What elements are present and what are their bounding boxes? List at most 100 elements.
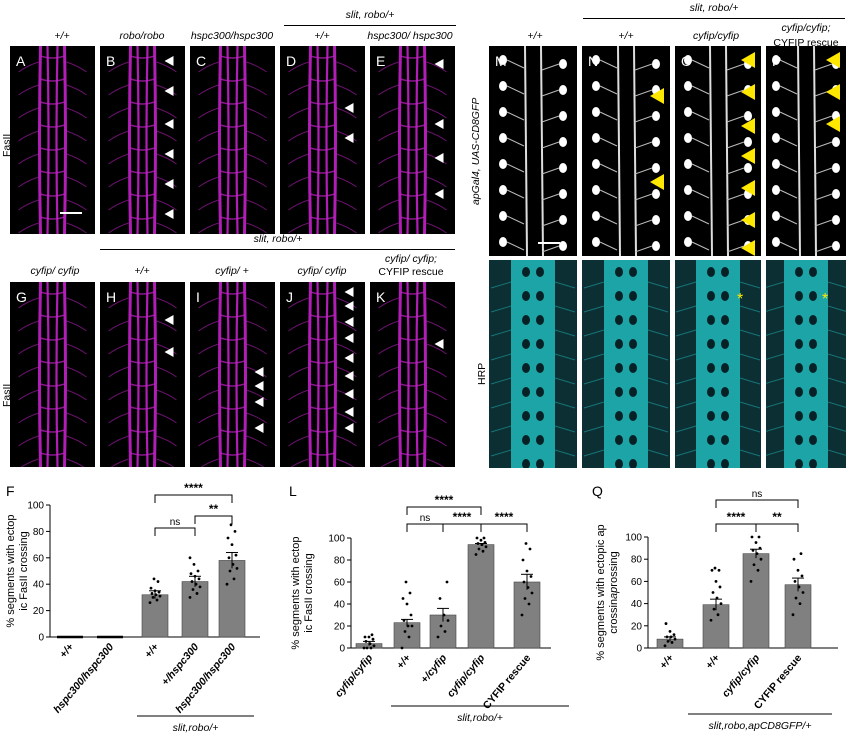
nerve-root: [288, 153, 309, 165]
panel-b: B: [100, 46, 185, 234]
significance-bracket: [154, 494, 233, 503]
arrowhead-marker: [164, 179, 174, 189]
data-point: [410, 624, 414, 628]
commissure: [400, 406, 425, 410]
commissure: [310, 383, 335, 387]
ap-projection: [726, 245, 745, 253]
ap-cell-body: [772, 55, 780, 65]
arrowhead-marker: [434, 59, 444, 69]
nerve-root: [246, 297, 267, 309]
nerve-root: [198, 222, 219, 234]
significance-bracket: [755, 523, 799, 532]
ap-cell-body: [772, 133, 780, 143]
data-point: [755, 552, 759, 556]
hrp-hole: [809, 291, 817, 301]
axon-tract: [415, 46, 419, 234]
ap-projection: [506, 137, 525, 147]
significance-bracket: [154, 527, 196, 536]
hrp-nerve: [827, 377, 846, 384]
bracket-mid-left: [100, 249, 455, 250]
hrp-nerve: [647, 401, 669, 409]
nerve-root: [18, 61, 39, 73]
data-point: [666, 639, 670, 643]
nerve-root: [336, 84, 357, 96]
nerve-root: [288, 389, 309, 401]
ap-cell-body: [684, 81, 692, 91]
data-point: [793, 580, 797, 583]
data-point: [401, 597, 405, 600]
data-point: [717, 568, 721, 572]
ap-cell-body: [559, 189, 567, 199]
ap-cell-body: [772, 211, 780, 221]
hrp-nerve: [647, 377, 669, 385]
commissure: [310, 55, 335, 59]
arrowhead-marker: [164, 149, 174, 159]
ap-projection: [634, 193, 653, 201]
ap-cell-body: [499, 159, 507, 169]
ap-projection: [726, 115, 745, 123]
data-point: [232, 577, 236, 581]
data-point: [436, 635, 440, 639]
ap-projection: [726, 193, 745, 201]
ap-cell-body: [592, 159, 600, 169]
y-tick-label: 40: [631, 599, 643, 610]
nerve-root: [336, 153, 357, 165]
significance-label: ns: [170, 517, 181, 528]
axon-tract: [153, 46, 157, 234]
axon-tract: [325, 46, 329, 234]
nerve-root: [18, 435, 39, 447]
data-point: [405, 602, 409, 606]
axon-tract: [316, 282, 320, 467]
ap-axon: [524, 46, 528, 256]
ap-projection: [726, 141, 745, 149]
commissure: [220, 337, 245, 341]
hrp-nerve: [583, 449, 605, 457]
nerve-root: [18, 320, 39, 332]
ap-cell-body: [652, 241, 660, 251]
arrowhead-marker: [826, 116, 840, 132]
ap-cell-body: [832, 189, 840, 199]
ap-projection: [779, 59, 798, 69]
hrp-nerve: [583, 425, 605, 433]
nerve-root: [246, 84, 267, 96]
hrp-nerve: [647, 425, 669, 433]
ap-cell-body: [559, 241, 567, 251]
panel-m-hrp: [489, 260, 577, 468]
data-point: [439, 624, 443, 628]
nerve-root: [336, 199, 357, 211]
nerve-root: [66, 84, 87, 96]
nerve-root: [288, 412, 309, 424]
hrp-hole: [721, 291, 729, 301]
ap-projection: [599, 59, 618, 69]
nerve-root: [108, 107, 129, 119]
nerve-root: [288, 222, 309, 234]
commissure: [40, 101, 65, 105]
arrowhead-marker: [344, 353, 354, 363]
y-tick-label: 80: [33, 527, 45, 538]
nerve-root: [426, 84, 447, 96]
nerve-root: [288, 435, 309, 447]
data-point: [194, 582, 198, 586]
data-point: [475, 536, 479, 540]
figure-letter: F: [6, 483, 15, 499]
scale-bar: [538, 242, 560, 244]
ap-cell-body: [684, 159, 692, 169]
nerve-root: [246, 412, 267, 424]
ap-cell-body: [499, 55, 507, 65]
nerve-root: [108, 297, 129, 309]
axon-tract: [38, 46, 42, 234]
hrp-nerve: [583, 377, 605, 385]
hrp-hole: [615, 363, 623, 373]
hrp-hole: [615, 315, 623, 325]
ap-cell-body: [499, 81, 507, 91]
arrowhead-marker: [826, 84, 840, 100]
hrp-hole: [707, 435, 715, 445]
commissure: [220, 216, 245, 220]
bracket-top-left-label: slit, robo/+: [345, 9, 395, 21]
panel-letter: N: [588, 53, 598, 69]
nerve-root: [156, 222, 177, 234]
nerve-root: [66, 199, 87, 211]
hrp-nerve: [490, 377, 512, 385]
axon-tract: [316, 46, 320, 234]
y-tick-label: 60: [334, 578, 346, 589]
